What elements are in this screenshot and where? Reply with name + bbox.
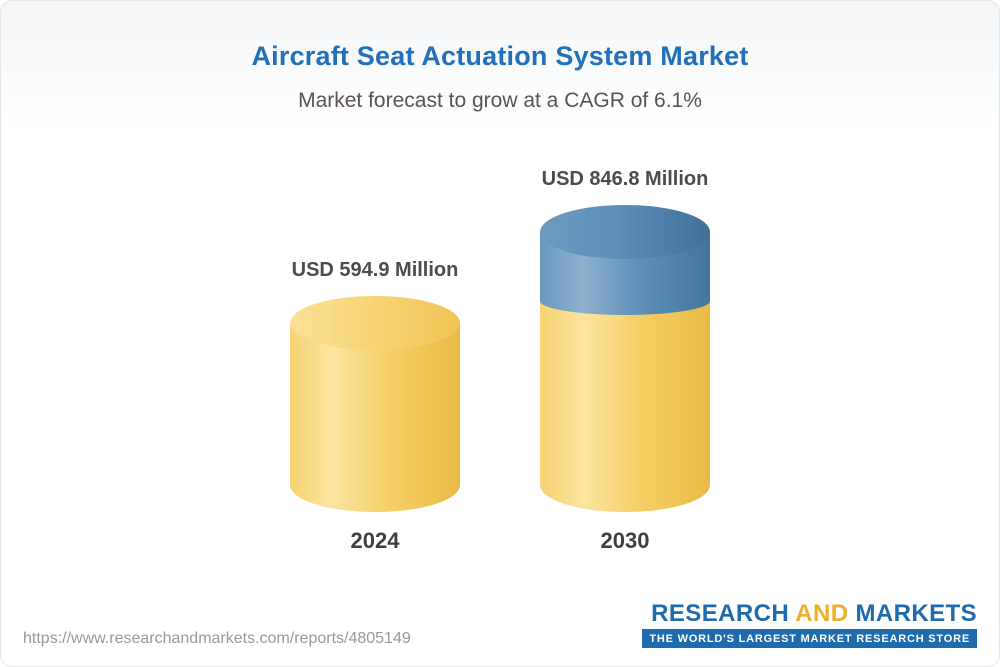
x-axis-label-2030: 2030	[600, 528, 650, 553]
bar-cylinder-2030	[540, 205, 710, 512]
page-title: Aircraft Seat Actuation System Market	[251, 41, 749, 71]
footer: https://www.researchandmarkets.com/repor…	[1, 601, 999, 666]
cylinder-top-ellipse	[540, 205, 710, 259]
logo-wordmark: RESEARCH AND MARKETS	[642, 601, 977, 626]
bar-value-label-2030: USD 846.8 Million	[541, 168, 709, 190]
logo-tagline: THE WORLD'S LARGEST MARKET RESEARCH STOR…	[642, 629, 977, 648]
bar-group-2024: USD 594.9 Million 2024	[290, 259, 460, 554]
chart-area: USD 594.9 Million 2024 USD 846.8 Million…	[1, 168, 999, 554]
logo-word-research: RESEARCH	[651, 599, 790, 627]
logo-word-markets: MARKETS	[855, 599, 977, 627]
cylinder-body	[540, 232, 710, 512]
bar-cylinder-2024	[290, 296, 460, 512]
cylinder-body	[290, 323, 460, 512]
bar-value-label-2024: USD 594.9 Million	[291, 259, 459, 281]
company-logo: RESEARCH AND MARKETS THE WORLD'S LARGEST…	[642, 601, 977, 648]
bar-group-2030: USD 846.8 Million 2030	[540, 168, 710, 554]
page-subtitle: Market forecast to grow at a CAGR of 6.1…	[298, 89, 702, 112]
x-axis-label-2024: 2024	[350, 528, 400, 553]
source-url-link[interactable]: https://www.researchandmarkets.com/repor…	[23, 630, 411, 647]
logo-word-and: AND	[795, 599, 849, 627]
cylinder-top-ellipse	[290, 296, 460, 350]
